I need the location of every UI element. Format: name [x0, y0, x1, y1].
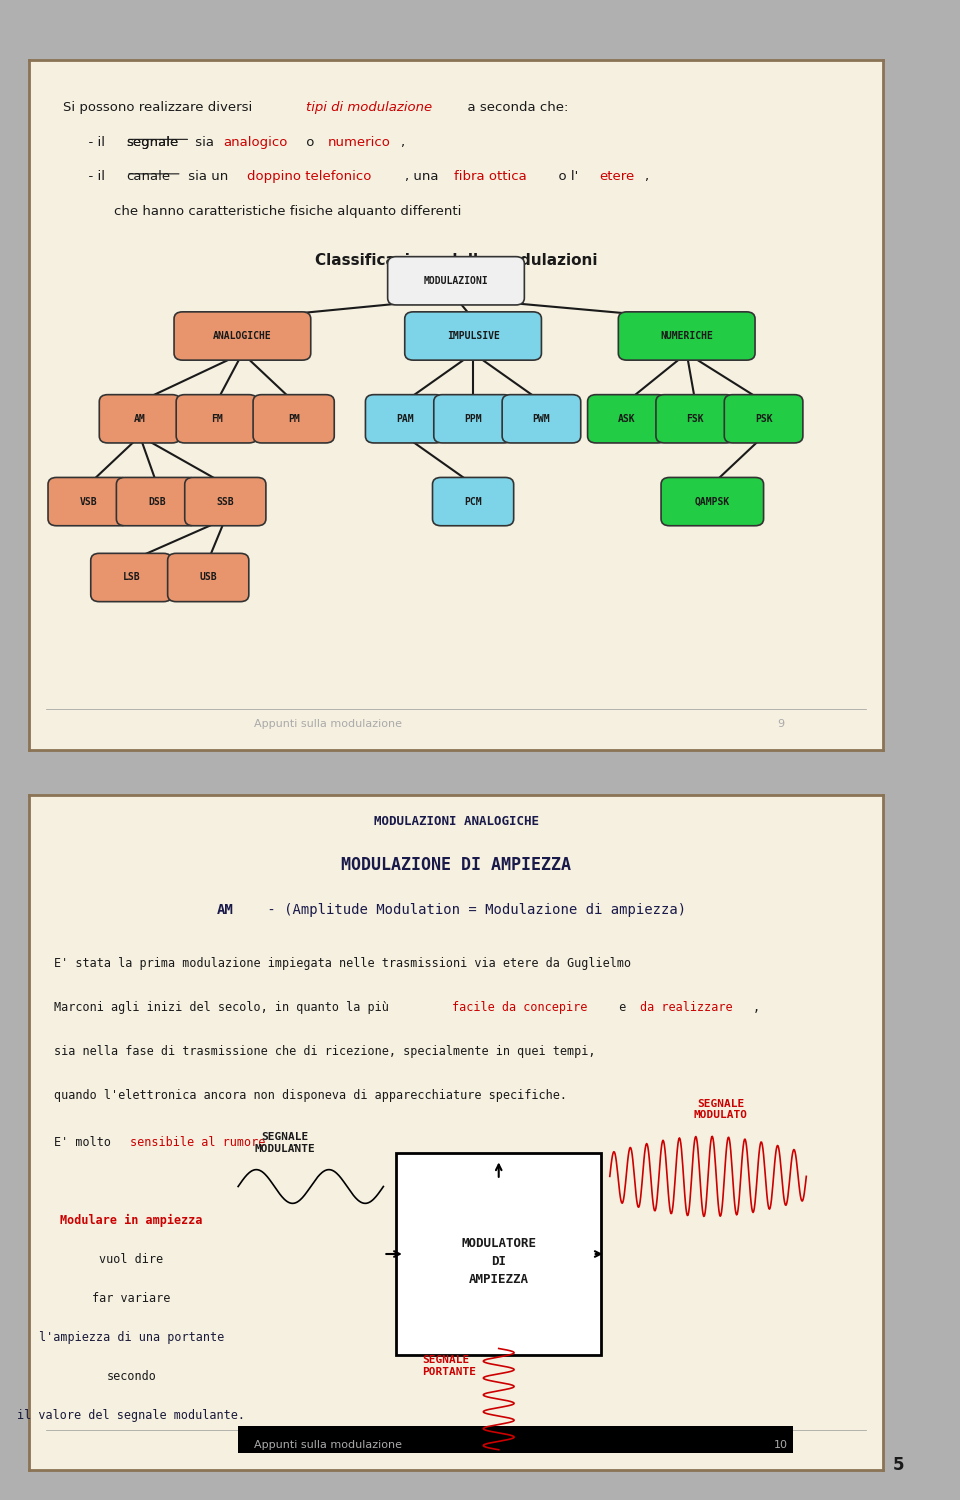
FancyBboxPatch shape — [177, 394, 257, 442]
Text: tipi di modulazione: tipi di modulazione — [306, 102, 433, 114]
FancyBboxPatch shape — [366, 394, 444, 442]
Text: MODULAZIONI: MODULAZIONI — [423, 276, 489, 286]
FancyBboxPatch shape — [184, 477, 266, 526]
Text: vuol dire: vuol dire — [99, 1252, 163, 1266]
Text: fibra ottica: fibra ottica — [454, 171, 527, 183]
FancyBboxPatch shape — [48, 477, 130, 526]
Text: ANALOGICHE: ANALOGICHE — [213, 332, 272, 340]
Text: LSB: LSB — [123, 573, 140, 582]
Text: VSB: VSB — [80, 496, 97, 507]
Text: o: o — [302, 136, 319, 148]
FancyBboxPatch shape — [661, 477, 763, 526]
Text: ASK: ASK — [618, 414, 636, 424]
FancyBboxPatch shape — [168, 554, 249, 602]
Text: analogico: analogico — [224, 136, 288, 148]
Text: Modulare in ampiezza: Modulare in ampiezza — [60, 1214, 203, 1227]
Text: numerico: numerico — [328, 136, 391, 148]
Text: SSB: SSB — [217, 496, 234, 507]
FancyBboxPatch shape — [502, 394, 581, 442]
Text: o l': o l' — [550, 171, 578, 183]
Text: SEGNALE
PORTANTE: SEGNALE PORTANTE — [421, 1356, 476, 1377]
Text: PPM: PPM — [465, 414, 482, 424]
Text: l'ampiezza di una portante: l'ampiezza di una portante — [38, 1330, 224, 1344]
Text: SEGNALE
MODULANTE: SEGNALE MODULANTE — [254, 1132, 316, 1154]
Text: che hanno caratteristiche fisiche alquanto differenti: che hanno caratteristiche fisiche alquan… — [114, 206, 462, 218]
FancyBboxPatch shape — [253, 394, 334, 442]
Text: segnale: segnale — [126, 136, 179, 148]
Text: quando l'elettronica ancora non disponeva di apparecchiature specifiche.: quando l'elettronica ancora non disponev… — [55, 1089, 567, 1101]
Text: Si possono realizzare diversi: Si possono realizzare diversi — [63, 102, 256, 114]
Text: - (Amplitude Modulation = Modulazione di ampiezza): - (Amplitude Modulation = Modulazione di… — [259, 903, 686, 916]
Text: Classificazione delle modulazioni: Classificazione delle modulazioni — [315, 254, 597, 268]
Text: PSK: PSK — [755, 414, 773, 424]
Text: IMPULSIVE: IMPULSIVE — [446, 332, 499, 340]
Text: , una: , una — [405, 171, 443, 183]
FancyBboxPatch shape — [91, 554, 172, 602]
Text: - il: - il — [80, 171, 109, 183]
FancyBboxPatch shape — [405, 312, 541, 360]
Text: secondo: secondo — [107, 1370, 156, 1383]
Text: doppino telefonico: doppino telefonico — [247, 171, 372, 183]
Text: 10: 10 — [774, 1440, 787, 1449]
Text: Marconi agli inizi del secolo, in quanto la più: Marconi agli inizi del secolo, in quanto… — [55, 1000, 396, 1014]
Text: da realizzare: da realizzare — [639, 1000, 732, 1014]
Text: sia nella fase di trasmissione che di ricezione, specialmente in quei tempi,: sia nella fase di trasmissione che di ri… — [55, 1044, 596, 1058]
Text: DSB: DSB — [148, 496, 166, 507]
FancyBboxPatch shape — [116, 477, 198, 526]
Text: QAMPSK: QAMPSK — [695, 496, 730, 507]
FancyBboxPatch shape — [588, 394, 666, 442]
Text: ,: , — [753, 1000, 759, 1014]
Text: facile da concepire: facile da concepire — [452, 1000, 588, 1014]
Text: FM: FM — [211, 414, 223, 424]
Text: segnale: segnale — [126, 136, 179, 148]
Text: NUMERICHE: NUMERICHE — [660, 332, 713, 340]
Text: Appunti sulla modulazione: Appunti sulla modulazione — [253, 1440, 402, 1449]
Text: sensibile al rumore: sensibile al rumore — [130, 1136, 265, 1149]
Text: il valore del segnale modulante.: il valore del segnale modulante. — [17, 1410, 246, 1422]
FancyBboxPatch shape — [99, 394, 180, 442]
Text: canale: canale — [126, 171, 170, 183]
Text: SEGNALE
MODULATO: SEGNALE MODULATO — [694, 1098, 748, 1120]
Text: E' stata la prima modulazione impiegata nelle trasmissioni via etere da Guglielm: E' stata la prima modulazione impiegata … — [55, 957, 632, 970]
Text: AM: AM — [134, 414, 146, 424]
Text: PWM: PWM — [533, 414, 550, 424]
Text: - il: - il — [80, 136, 109, 148]
FancyBboxPatch shape — [433, 477, 514, 526]
Text: sia: sia — [191, 136, 218, 148]
FancyBboxPatch shape — [434, 394, 513, 442]
Text: FSK: FSK — [686, 414, 704, 424]
FancyBboxPatch shape — [238, 1426, 794, 1454]
Text: USB: USB — [200, 573, 217, 582]
FancyBboxPatch shape — [618, 312, 755, 360]
Text: E' molto: E' molto — [55, 1136, 118, 1149]
FancyBboxPatch shape — [174, 312, 311, 360]
Text: far variare: far variare — [92, 1292, 171, 1305]
FancyBboxPatch shape — [396, 1152, 601, 1356]
Text: MODULATORE
DI
AMPIEZZA: MODULATORE DI AMPIEZZA — [461, 1238, 537, 1286]
Text: sia un: sia un — [184, 171, 233, 183]
FancyBboxPatch shape — [724, 394, 803, 442]
Text: MODULAZIONI ANALOGICHE: MODULAZIONI ANALOGICHE — [373, 816, 539, 828]
Text: PAM: PAM — [396, 414, 414, 424]
FancyBboxPatch shape — [656, 394, 734, 442]
Text: a seconda che:: a seconda che: — [459, 102, 568, 114]
Text: etere: etere — [600, 171, 635, 183]
FancyBboxPatch shape — [388, 256, 524, 304]
Text: .: . — [290, 1136, 298, 1149]
Text: 5: 5 — [893, 1456, 904, 1474]
Text: PM: PM — [288, 414, 300, 424]
Text: PCM: PCM — [465, 496, 482, 507]
Text: Appunti sulla modulazione: Appunti sulla modulazione — [253, 720, 402, 729]
Text: ,: , — [644, 171, 648, 183]
Text: ,: , — [400, 136, 404, 148]
Text: MODULAZIONE DI AMPIEZZA: MODULAZIONE DI AMPIEZZA — [341, 855, 571, 873]
Text: e: e — [612, 1000, 634, 1014]
Text: 9: 9 — [777, 720, 784, 729]
Text: AM: AM — [217, 903, 233, 916]
